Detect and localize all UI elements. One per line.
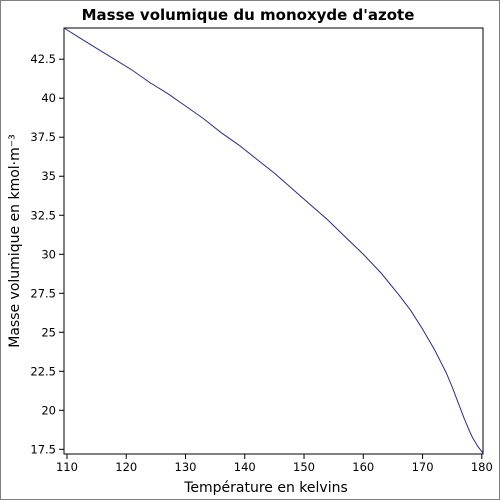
x-axis-label: Température en kelvins: [183, 480, 348, 496]
plot-area: [63, 27, 484, 455]
y-tick-label: 37.5: [30, 130, 56, 144]
y-axis-ticks: 17.5 20 22.5 25 27.5 30 32.5 35 37.5 40 42.5: [30, 52, 64, 456]
x-tick-label: 170: [412, 460, 434, 474]
y-tick-label: 25: [41, 325, 56, 339]
x-tick-label: 180: [471, 460, 493, 474]
x-tick-label: 130: [175, 460, 197, 474]
y-tick-label: 22.5: [30, 364, 56, 378]
density-curve: [63, 27, 484, 455]
y-tick-label: 20: [41, 403, 56, 417]
x-tick-label: 120: [115, 460, 137, 474]
chart-title: Masse volumique du monoxyde d'azote: [82, 6, 415, 24]
x-tick-label: 150: [293, 460, 315, 474]
y-tick-label: 35: [41, 169, 56, 183]
y-tick-label: 42.5: [30, 52, 56, 66]
y-tick-label: 40: [41, 91, 56, 105]
x-axis-ticks: 110 120 130 140 150 160 170 180: [56, 454, 493, 474]
y-tick-label: 17.5: [30, 442, 56, 456]
y-tick-label: 27.5: [30, 286, 56, 300]
y-axis-label: Masse volumique en kmol·m⁻³: [7, 134, 23, 348]
x-tick-label: 160: [352, 460, 374, 474]
x-tick-label: 110: [56, 460, 78, 474]
x-tick-label: 140: [234, 460, 256, 474]
y-tick-label: 30: [41, 247, 56, 261]
y-tick-label: 32.5: [30, 208, 56, 222]
